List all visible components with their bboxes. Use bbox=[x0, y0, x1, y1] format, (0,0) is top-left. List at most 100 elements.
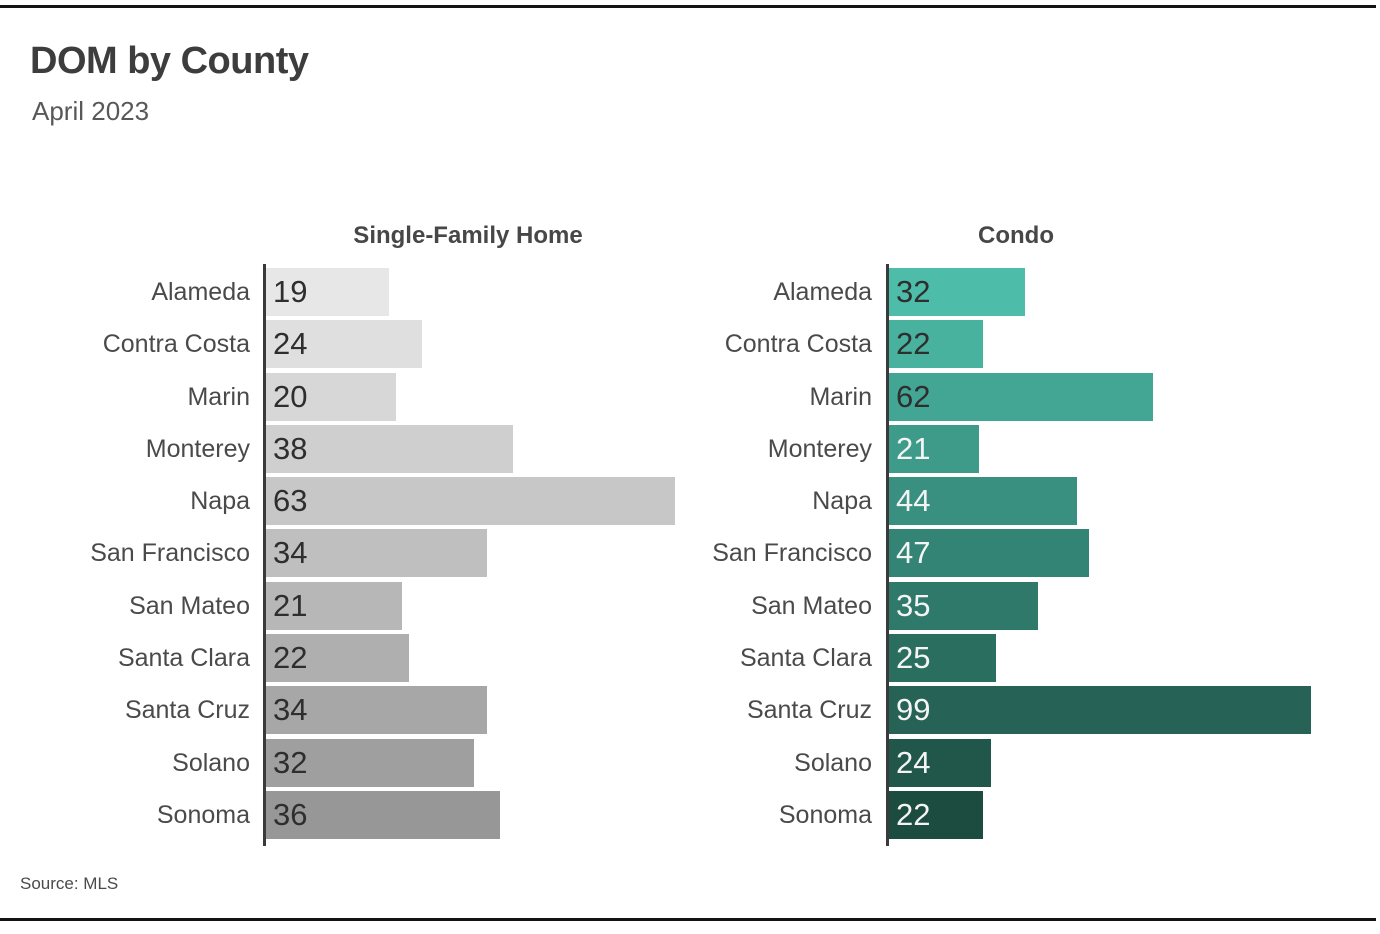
sfh-category-labels: Alameda Contra Costa Marin Monterey Napa San … bbox=[20, 268, 250, 843]
bar: 25 bbox=[889, 634, 996, 683]
county-label: Napa bbox=[190, 487, 250, 516]
bar: 32 bbox=[266, 738, 474, 787]
bar-value-label: 32 bbox=[896, 274, 931, 309]
county-label: Santa Cruz bbox=[746, 696, 872, 725]
bar-value-label: 21 bbox=[896, 430, 931, 466]
bar-row: 35 bbox=[889, 581, 1366, 630]
bar-value-label: 20 bbox=[273, 378, 308, 414]
bar-row: 24 bbox=[889, 738, 1366, 787]
county-label: Contra Costa bbox=[102, 330, 250, 359]
bar: 20 bbox=[266, 372, 396, 421]
bar: 34 bbox=[266, 529, 487, 578]
county-label: San Francisco bbox=[90, 539, 250, 568]
source-note: Source: MLS bbox=[20, 874, 119, 893]
bar-value-label: 24 bbox=[273, 326, 308, 362]
sfh-chart-title: Single-Family Home bbox=[353, 222, 583, 249]
county-label: Monterey bbox=[145, 434, 250, 463]
condo-category-labels: Alameda Contra Costa Marin Monterey Napa San … bbox=[640, 268, 872, 843]
bar-value-label: 34 bbox=[273, 535, 308, 571]
county-label: Monterey bbox=[767, 434, 872, 463]
bar-value-label: 24 bbox=[896, 744, 931, 780]
bar: 38 bbox=[266, 424, 513, 473]
bar-row: 32 bbox=[889, 268, 1366, 316]
bar: 99 bbox=[889, 686, 1311, 735]
county-label: Contra Costa bbox=[724, 330, 872, 359]
sfh-bars-area: 19 24 20 38 63 34 21 22 34 32 36 bbox=[263, 264, 733, 846]
bar: 21 bbox=[889, 424, 979, 473]
county-label: Alameda bbox=[773, 278, 872, 306]
bar-row: 25 bbox=[889, 634, 1366, 683]
county-label: Marin bbox=[187, 382, 250, 411]
county-label: Santa Clara bbox=[117, 644, 250, 673]
bar: 47 bbox=[889, 529, 1089, 578]
county-label: Napa bbox=[812, 487, 872, 516]
county-label: Santa Clara bbox=[739, 644, 872, 673]
bar-value-label: 21 bbox=[273, 587, 308, 623]
bar-value-label: 19 bbox=[273, 274, 308, 309]
bar: 62 bbox=[889, 372, 1153, 421]
bar-value-label: 22 bbox=[896, 326, 931, 362]
page-subtitle: April 2023 bbox=[32, 96, 150, 126]
bar: 22 bbox=[889, 790, 983, 839]
county-label: San Francisco bbox=[712, 539, 872, 568]
bar-row: 22 bbox=[889, 790, 1366, 839]
bar-row: 32 bbox=[266, 738, 733, 787]
bar-value-label: 32 bbox=[273, 744, 308, 780]
page-title: DOM by County bbox=[30, 40, 309, 82]
bar: 44 bbox=[889, 477, 1077, 526]
county-label: Sonoma bbox=[156, 800, 250, 829]
bar-value-label: 22 bbox=[273, 640, 308, 676]
bar-value-label: 22 bbox=[896, 796, 931, 832]
bar-row: 20 bbox=[266, 372, 733, 421]
county-label: Solano bbox=[172, 748, 250, 777]
bottom-divider bbox=[0, 918, 1376, 921]
bar: 24 bbox=[889, 738, 991, 787]
bar-value-label: 35 bbox=[896, 587, 931, 623]
bar-row: 22 bbox=[889, 320, 1366, 369]
bar-value-label: 44 bbox=[896, 483, 931, 519]
bar-row: 34 bbox=[266, 686, 733, 735]
bar-row: 99 bbox=[889, 686, 1366, 735]
bar-row: 21 bbox=[889, 424, 1366, 473]
county-label: Santa Cruz bbox=[124, 696, 250, 725]
bar: 32 bbox=[889, 268, 1025, 316]
bar-value-label: 34 bbox=[273, 692, 308, 728]
bar-row: 24 bbox=[266, 320, 733, 369]
county-label: Sonoma bbox=[778, 800, 872, 829]
bar-value-label: 63 bbox=[273, 483, 308, 519]
bar: 19 bbox=[266, 268, 389, 316]
bar-value-label: 47 bbox=[896, 535, 931, 571]
bar-value-label: 25 bbox=[896, 640, 931, 676]
bar-row: 22 bbox=[266, 634, 733, 683]
bar: 21 bbox=[266, 581, 402, 630]
county-label: Marin bbox=[809, 382, 872, 411]
bar: 24 bbox=[266, 320, 422, 369]
bar: 22 bbox=[889, 320, 983, 369]
bar-row: 38 bbox=[266, 424, 733, 473]
county-label: Solano bbox=[794, 748, 872, 777]
bar-value-label: 99 bbox=[896, 692, 931, 728]
bar-row: 34 bbox=[266, 529, 733, 578]
bar-row: 21 bbox=[266, 581, 733, 630]
bar-row: 63 bbox=[266, 477, 733, 526]
bar: 35 bbox=[889, 581, 1038, 630]
condo-bars-area: 32 22 62 21 44 47 35 25 99 24 22 bbox=[886, 264, 1366, 846]
bar-value-label: 36 bbox=[273, 796, 308, 832]
condo-chart-title: Condo bbox=[978, 222, 1054, 249]
county-label: San Mateo bbox=[751, 591, 872, 620]
bar: 63 bbox=[266, 477, 675, 526]
county-label: Alameda bbox=[151, 278, 250, 306]
bar: 36 bbox=[266, 790, 500, 839]
bar-row: 36 bbox=[266, 790, 733, 839]
top-divider bbox=[0, 5, 1376, 8]
bar: 22 bbox=[266, 634, 409, 683]
bar-row: 47 bbox=[889, 529, 1366, 578]
bar-row: 62 bbox=[889, 372, 1366, 421]
county-label: San Mateo bbox=[129, 591, 250, 620]
bar-value-label: 62 bbox=[896, 378, 931, 414]
bar: 34 bbox=[266, 686, 487, 735]
bar-row: 44 bbox=[889, 477, 1366, 526]
bar-row: 19 bbox=[266, 268, 733, 316]
bar-value-label: 38 bbox=[273, 430, 308, 466]
